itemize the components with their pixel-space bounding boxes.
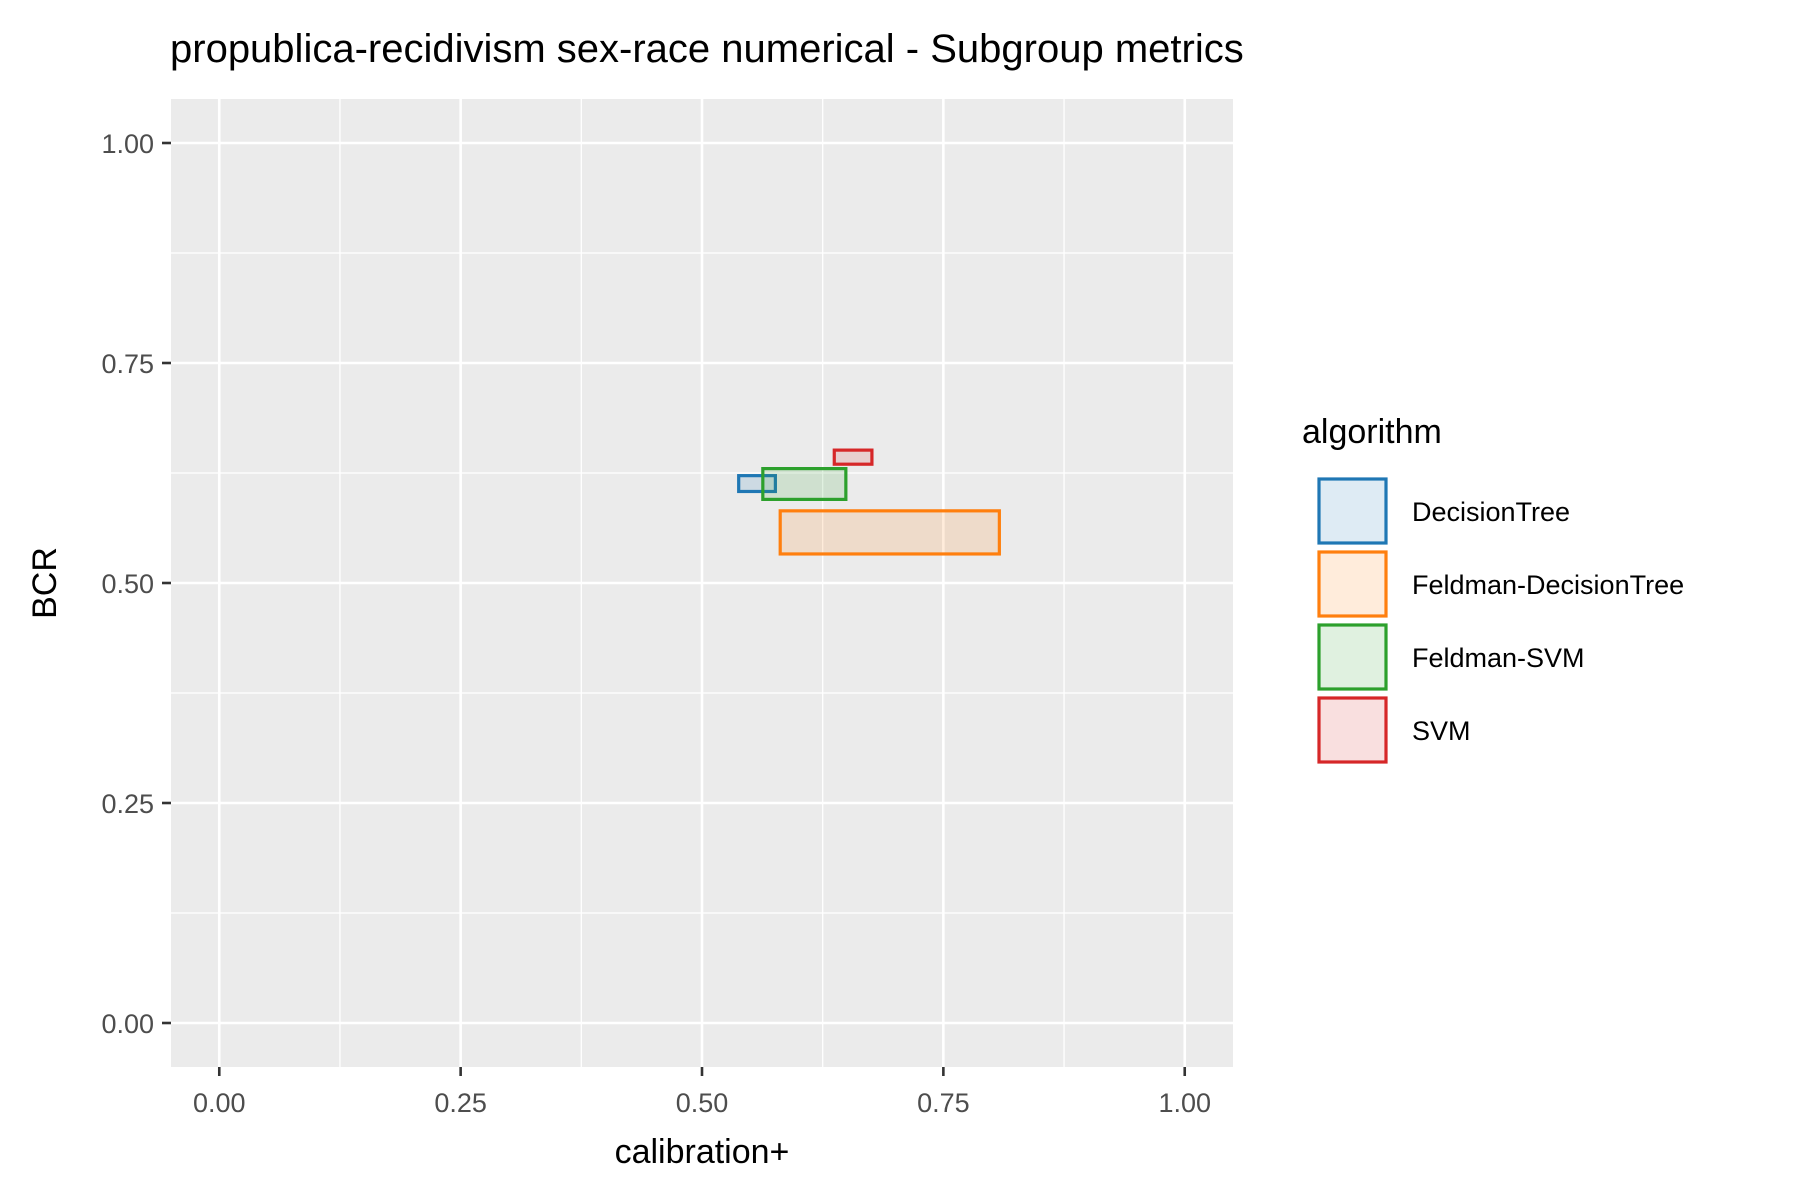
data-rects [737,448,1001,556]
legend-title: algorithm [1302,413,1442,451]
legend-label: Feldman-SVM [1412,643,1585,673]
x-axis: 0.00 0.25 0.50 0.75 1.00 [193,1067,1211,1118]
legend: algorithm DecisionTree Feldman-DecisionTr… [1302,413,1684,764]
y-tick-label: 0.50 [101,569,154,599]
x-axis-title: calibration+ [615,1133,790,1171]
legend-key-svm [1317,696,1388,764]
legend-label: Feldman-DecisionTree [1412,570,1684,600]
rect-svm [832,448,874,466]
legend-key-feldman-svm [1317,623,1388,691]
legend-key-feldman-decisiontree [1317,550,1388,618]
x-tick-label: 0.00 [193,1088,246,1118]
y-axis-title: BCR [26,547,64,619]
grid [171,99,1233,1067]
y-axis: 0.00 0.25 0.50 0.75 1.00 [101,129,171,1039]
y-tick-label: 0.25 [101,789,154,819]
rect-decisiontree [737,474,777,494]
y-tick-label: 1.00 [101,129,154,159]
rect-feldman-decisiontree [778,509,1001,556]
legend-items: DecisionTree Feldman-DecisionTree Feldman-… [1317,477,1684,764]
chart-title: propublica-recidivism sex-race numerical… [170,27,1244,71]
rect-feldman-svm [761,467,848,502]
legend-label: DecisionTree [1412,497,1570,527]
x-tick-label: 0.50 [676,1088,729,1118]
x-tick-label: 0.75 [917,1088,970,1118]
x-tick-label: 0.25 [434,1088,487,1118]
legend-key-decisiontree [1317,477,1388,545]
x-tick-label: 1.00 [1158,1088,1211,1118]
y-tick-label: 0.75 [101,349,154,379]
legend-label: SVM [1412,716,1471,746]
y-tick-label: 0.00 [101,1009,154,1039]
